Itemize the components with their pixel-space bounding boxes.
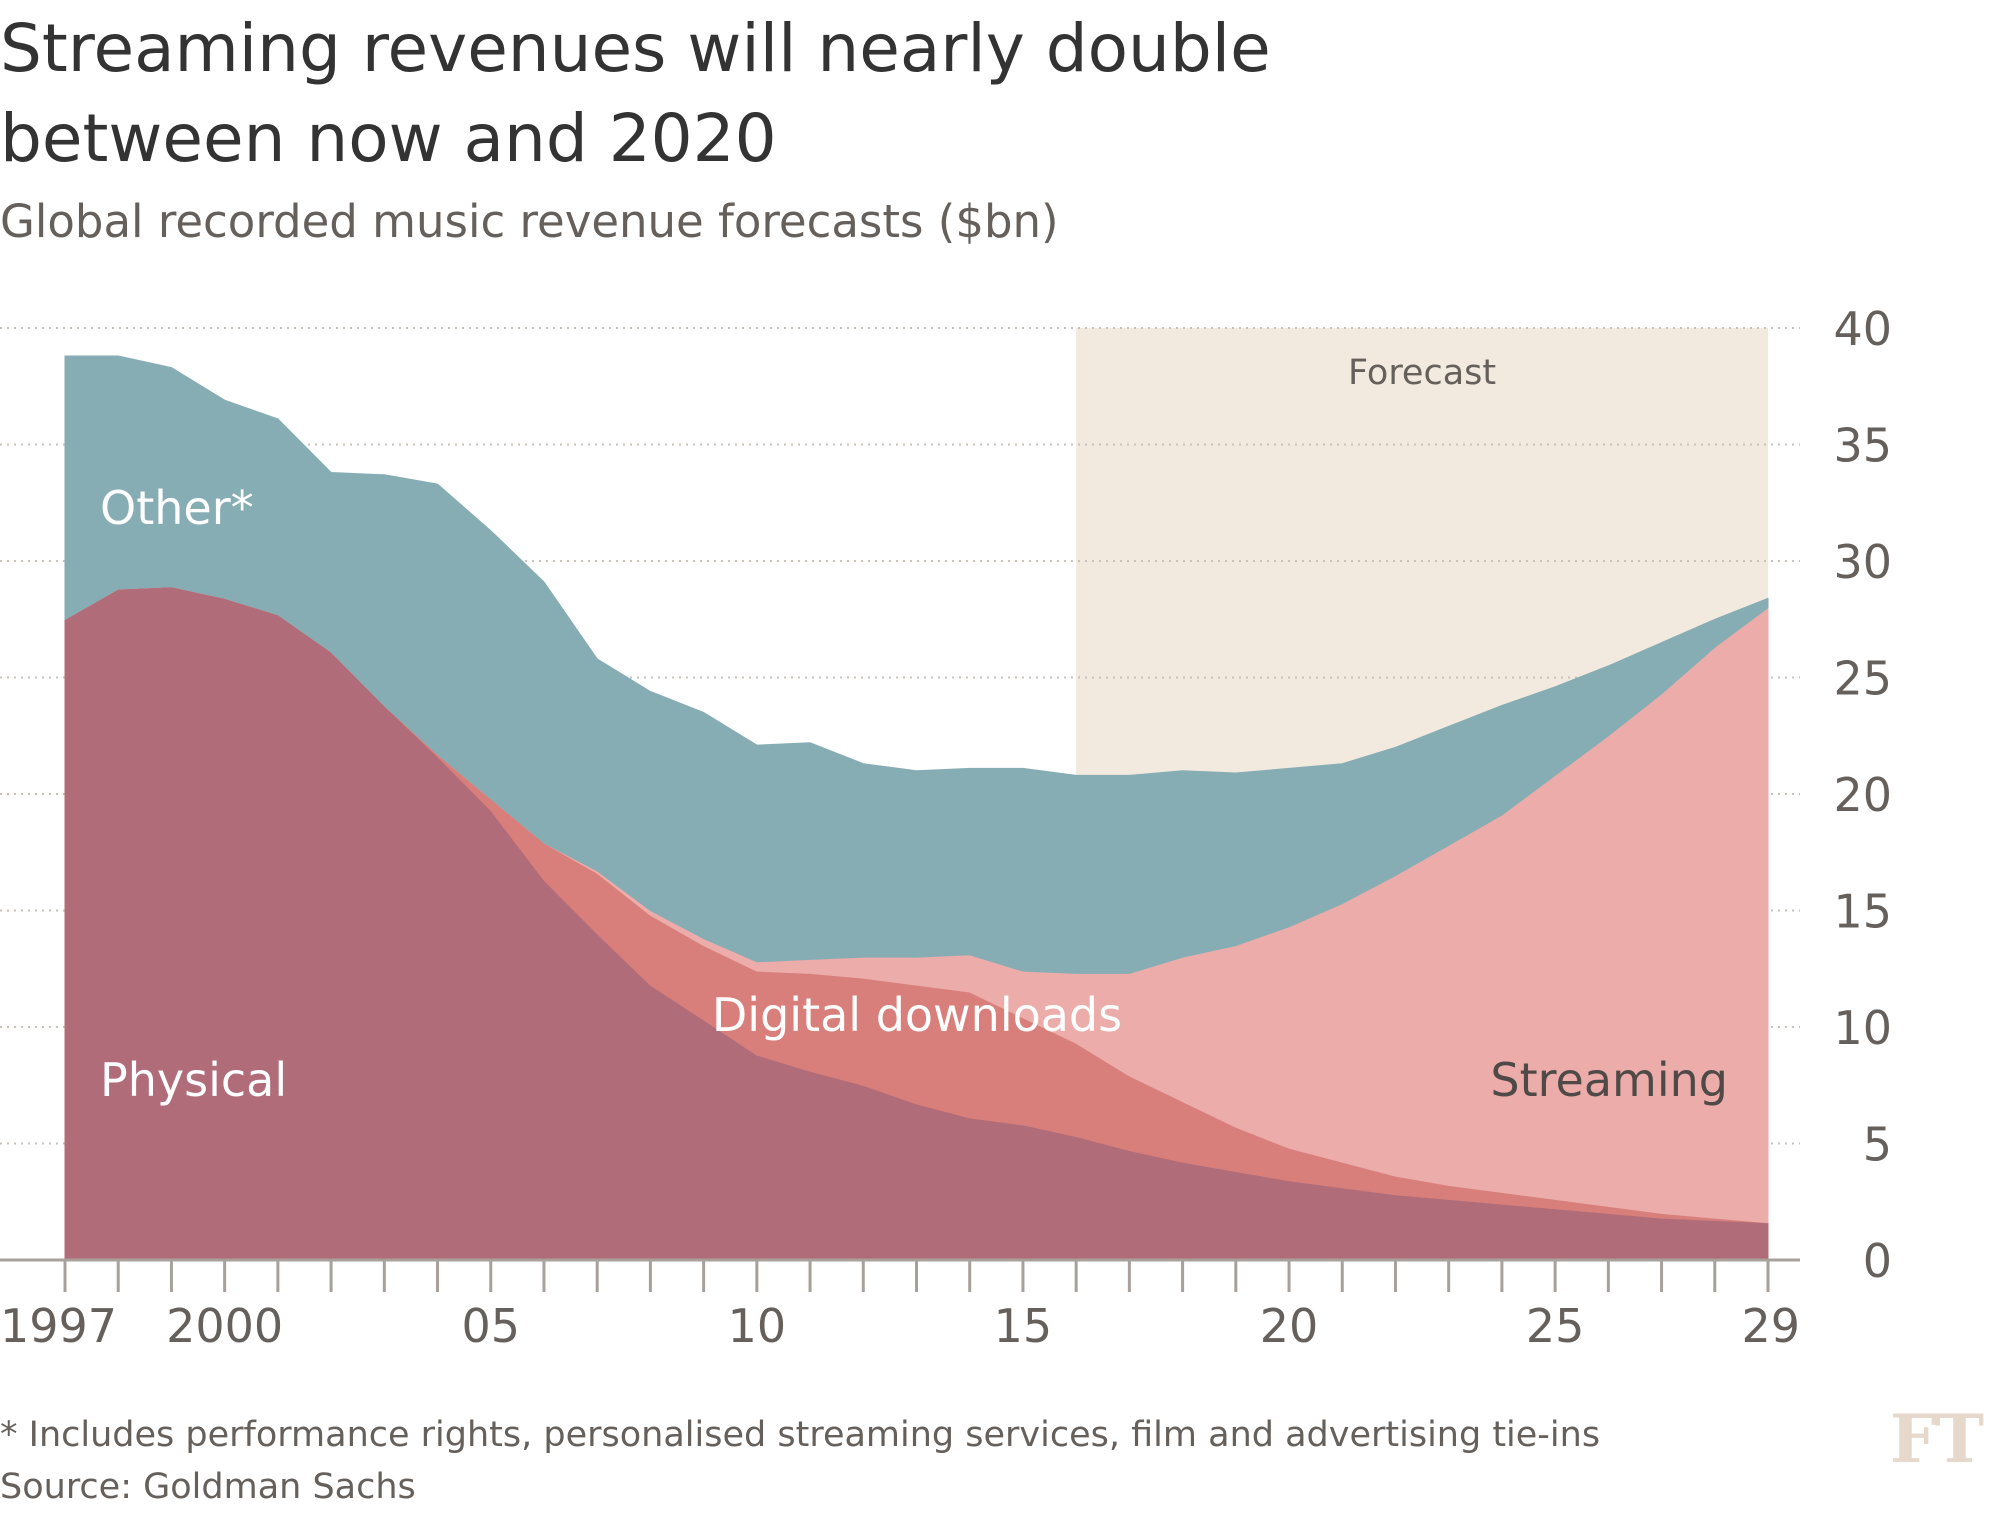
ft-logo: FT (1890, 1400, 1984, 1478)
y-tick-label: 20 (1833, 768, 1892, 822)
label-physical: Physical (100, 1053, 287, 1107)
area-other (64, 355, 1769, 974)
y-tick-label: 5 (1863, 1118, 1892, 1172)
x-tick-label: 20 (1260, 1299, 1319, 1353)
y-tick-label: 0 (1863, 1234, 1892, 1288)
x-tick-label: 05 (461, 1299, 520, 1353)
x-tick-label: 10 (728, 1299, 787, 1353)
y-tick-label: 15 (1833, 885, 1892, 939)
label-other: Other* (100, 481, 254, 535)
series-labels: Other* Digital downloads Physical Streaming (100, 481, 1728, 1107)
chart-title: Streaming revenues will nearly double be… (0, 10, 1271, 177)
forecast-label: Forecast (1348, 353, 1496, 393)
x-tick-label: 1997 (0, 1299, 117, 1353)
y-tick-label: 35 (1833, 419, 1892, 473)
x-tick-label: 15 (994, 1299, 1053, 1353)
y-tick-label: 10 (1833, 1001, 1892, 1055)
label-digital-downloads: Digital downloads (712, 988, 1122, 1042)
y-tick-label: 30 (1833, 535, 1892, 589)
label-streaming: Streaming (1490, 1053, 1728, 1107)
footnote: * Includes performance rights, personali… (0, 1415, 1601, 1455)
y-tick-label: 25 (1833, 652, 1892, 706)
x-tick-label: 29 (1741, 1299, 1800, 1353)
y-tick-label: 40 (1833, 302, 1892, 356)
source-note: Source: Goldman Sachs (0, 1467, 416, 1507)
x-tick-label: 25 (1526, 1299, 1585, 1353)
x-tick-label: 2000 (166, 1299, 283, 1353)
chart-subtitle: Global recorded music revenue forecasts … (0, 195, 1059, 248)
